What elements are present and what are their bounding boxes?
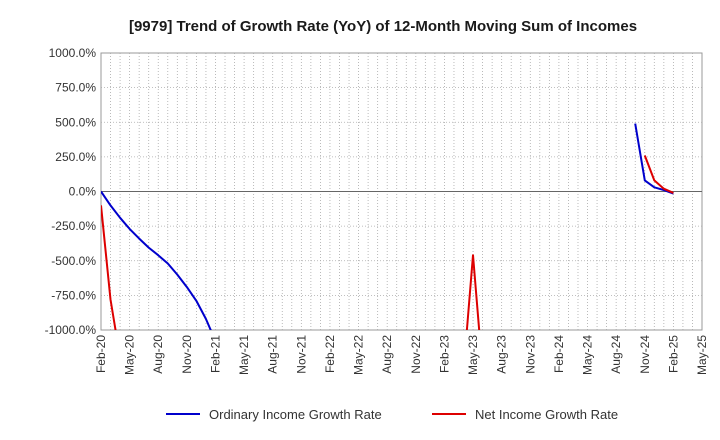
- series-line: [101, 205, 117, 330]
- x-tick-label: Aug-22: [380, 335, 394, 374]
- x-tick-label: May-21: [237, 335, 251, 375]
- legend: Ordinary Income Growth Rate Net Income Gr…: [166, 407, 618, 422]
- x-tick-label: Nov-24: [638, 335, 652, 374]
- series-line: [101, 190, 212, 330]
- y-tick-label: -500.0%: [51, 254, 96, 268]
- x-tick-label: Feb-20: [94, 335, 108, 373]
- y-tick-label: -1000.0%: [45, 323, 97, 337]
- y-tick-label: -750.0%: [51, 288, 96, 302]
- y-tick-label: -250.0%: [51, 219, 96, 233]
- y-tick-label: 250.0%: [55, 150, 96, 164]
- x-tick-label: Nov-20: [180, 335, 194, 374]
- x-tick-label: Feb-25: [666, 335, 680, 373]
- x-tick-label: May-24: [581, 335, 595, 375]
- x-tick-label: May-22: [352, 335, 366, 375]
- x-tick-label: May-20: [123, 335, 137, 375]
- y-tick-label: 1000.0%: [49, 46, 97, 60]
- legend-label: Net Income Growth Rate: [475, 407, 618, 422]
- x-tick-label: Aug-21: [266, 335, 280, 374]
- x-tick-label: Nov-22: [409, 335, 423, 374]
- x-tick-label: Feb-24: [552, 335, 566, 373]
- series-lines: [101, 123, 674, 330]
- x-tick-label: May-25: [695, 335, 709, 375]
- legend-label: Ordinary Income Growth Rate: [209, 407, 382, 422]
- series-line: [634, 123, 674, 195]
- x-tick-label: Aug-20: [151, 335, 165, 374]
- y-tick-label: 0.0%: [69, 185, 97, 199]
- x-tick-label: Feb-22: [323, 335, 337, 373]
- x-tick-label: Nov-21: [294, 335, 308, 374]
- x-tick-label: Feb-23: [437, 335, 451, 373]
- series-line: [643, 155, 674, 194]
- y-tick-label: 750.0%: [55, 81, 96, 95]
- x-tick-label: Aug-24: [609, 335, 623, 374]
- x-tick-label: Feb-21: [208, 335, 222, 373]
- y-axis-tick-labels: 1000.0% 750.0% 500.0% 250.0% 0.0% -250.0% -500…: [45, 46, 97, 337]
- x-tick-label: Nov-23: [523, 335, 537, 374]
- x-tick-label: Aug-23: [495, 335, 509, 374]
- y-tick-label: 500.0%: [55, 115, 96, 129]
- x-axis-tick-labels: Feb-20 May-20 Aug-20 Nov-20 Feb-21 May-21 Aug-…: [94, 335, 709, 375]
- series-line: [465, 254, 481, 330]
- x-tick-label: May-23: [466, 335, 480, 375]
- chart-title: [9979] Trend of Growth Rate (YoY) of 12-…: [129, 18, 637, 35]
